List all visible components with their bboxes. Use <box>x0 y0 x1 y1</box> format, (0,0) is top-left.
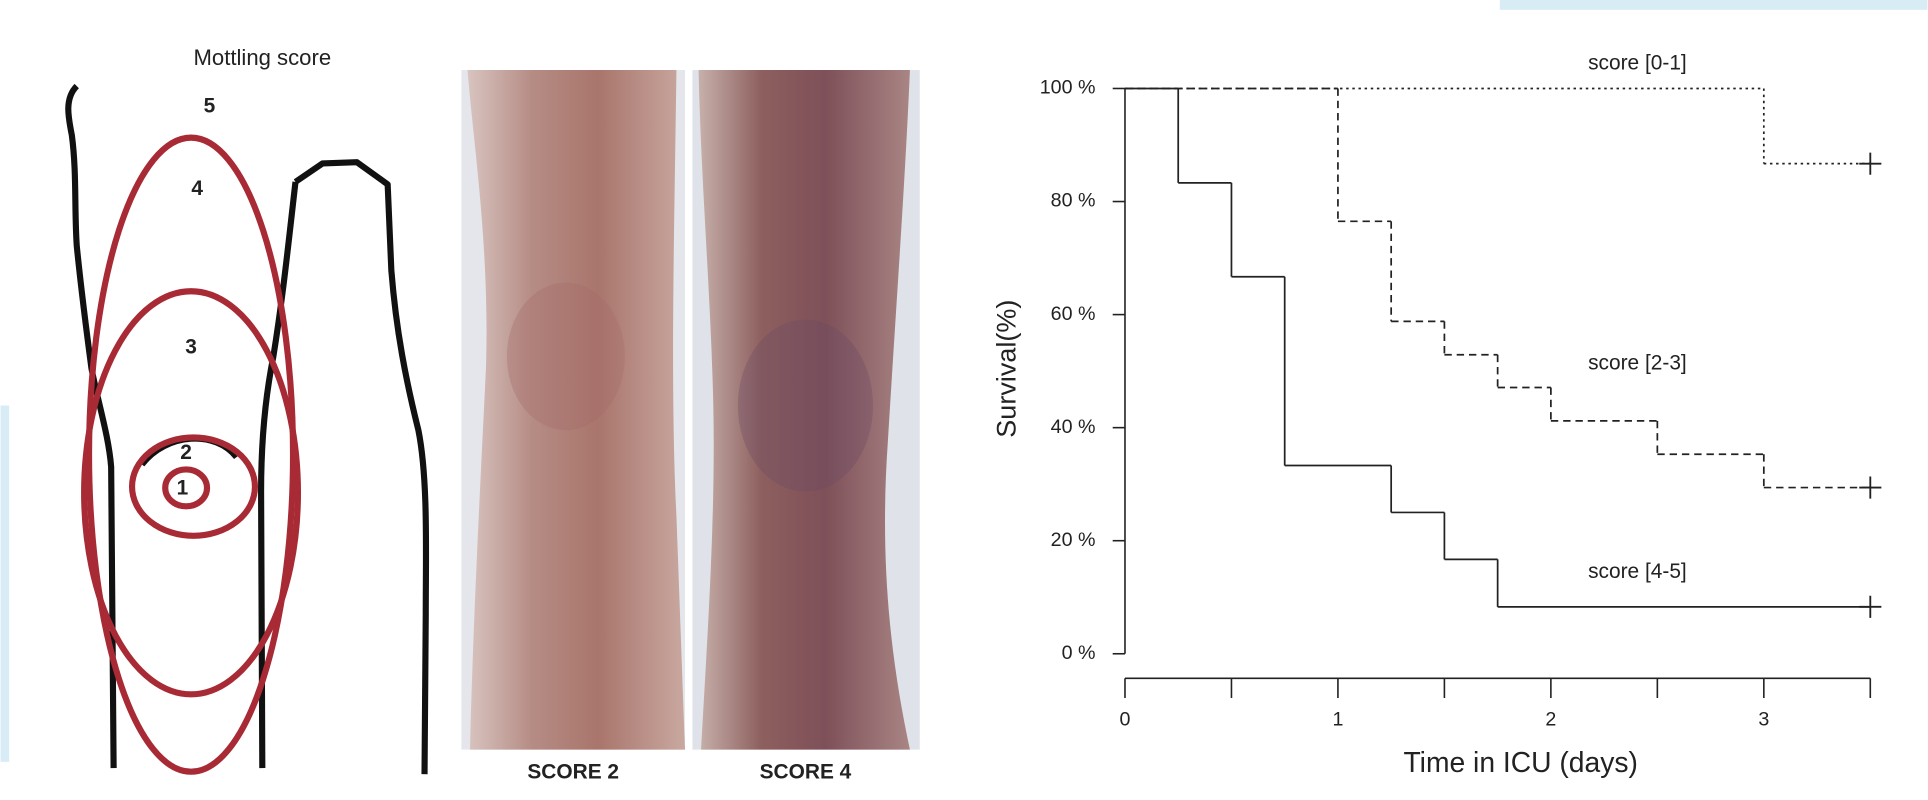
photo <box>692 70 920 750</box>
y-tick-label: 20 % <box>1051 529 1096 551</box>
zone-ellipse <box>128 434 259 539</box>
y-tick-label: 40 % <box>1051 416 1096 438</box>
leg-outline <box>65 83 117 769</box>
y-tick-label: 60 % <box>1051 303 1096 325</box>
diagram-title: Mottling score <box>193 45 331 70</box>
censor-mark <box>1859 476 1882 499</box>
zone-label: 2 <box>180 441 192 464</box>
series-label: score [0-1] <box>1588 51 1687 74</box>
x-tick-label: 2 <box>1545 708 1556 730</box>
photo-caption: SCORE 2 <box>527 760 619 783</box>
decor-bar <box>0 405 10 762</box>
y-tick-label: 100 % <box>1040 77 1096 99</box>
photo-caption: SCORE 4 <box>760 760 852 783</box>
x-tick-label: 0 <box>1120 708 1131 730</box>
leg-outline <box>258 181 299 769</box>
x-axis-title: Time in ICU (days) <box>1403 746 1637 778</box>
series-label: score [4-5] <box>1588 560 1687 583</box>
y-axis-title: Survival(%) <box>991 300 1021 438</box>
zone-ellipse <box>162 466 211 510</box>
censor-mark <box>1859 152 1882 175</box>
leg-outline <box>293 159 430 775</box>
series-label: score [2-3] <box>1588 351 1687 374</box>
x-tick-label: 3 <box>1758 708 1769 730</box>
zone-label: 1 <box>177 477 189 500</box>
zone-label: 5 <box>204 94 216 117</box>
zone-ellipse <box>81 288 302 698</box>
mottling-diagram <box>65 83 430 775</box>
zone-label: 4 <box>191 177 203 200</box>
zone-label: 3 <box>185 335 197 358</box>
photo <box>461 70 686 750</box>
censor-mark <box>1859 595 1882 618</box>
y-tick-label: 0 % <box>1062 642 1096 664</box>
x-tick-label: 1 <box>1332 708 1343 730</box>
decor-bar <box>1499 0 1928 10</box>
y-tick-label: 80 % <box>1051 190 1096 212</box>
